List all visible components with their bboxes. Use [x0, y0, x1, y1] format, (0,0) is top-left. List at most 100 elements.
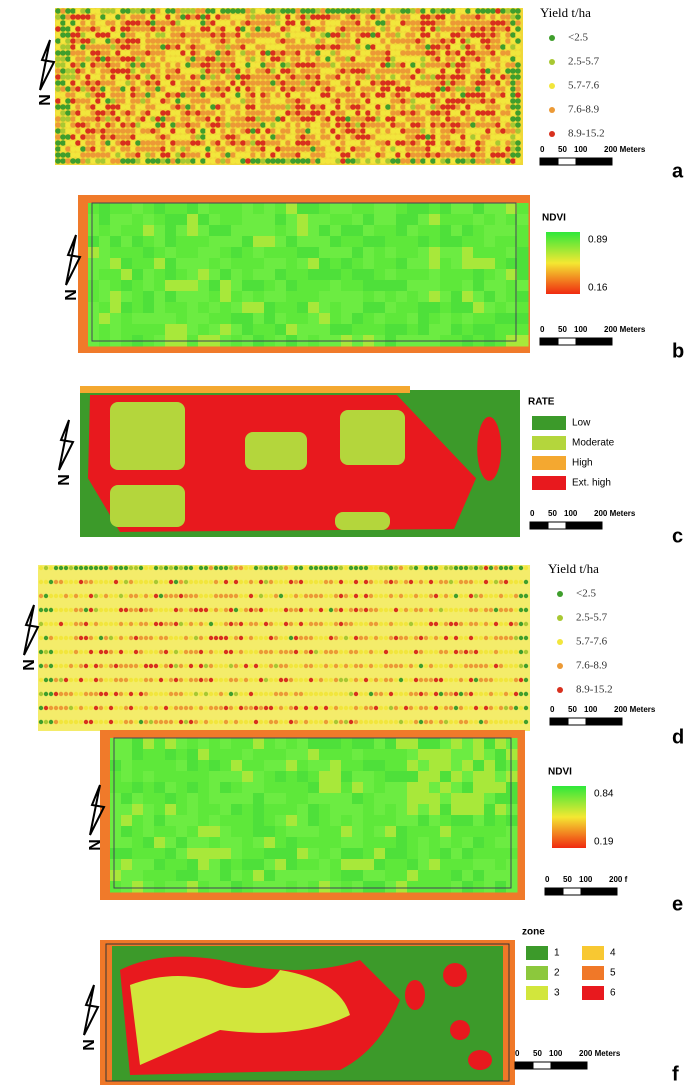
yield-point [395, 74, 401, 80]
yield-point [225, 146, 231, 152]
yield-point [265, 20, 271, 26]
yield-point [439, 692, 443, 696]
yield-point [215, 134, 221, 140]
ndvi-cell [374, 760, 386, 772]
ndvi-cell [451, 870, 463, 882]
ndvi-cell [462, 793, 474, 805]
yield-point [379, 692, 383, 696]
yield-point [444, 678, 448, 682]
yield-point [254, 580, 258, 584]
yield-point [300, 134, 306, 140]
yield-point [385, 62, 391, 68]
ndvi-cell [88, 236, 100, 248]
ndvi-cell [451, 859, 463, 871]
yield-point [514, 692, 518, 696]
ndvi-cell [341, 269, 353, 281]
yield-point [455, 62, 461, 68]
yield-point [415, 146, 421, 152]
yield-point [95, 86, 101, 92]
yield-point [495, 116, 501, 122]
yield-point [145, 38, 151, 44]
yield-point [350, 116, 356, 122]
yield-point [95, 92, 101, 98]
yield-point [340, 128, 346, 134]
yield-point [75, 104, 81, 110]
yield-point [170, 26, 176, 32]
yield-point [475, 86, 481, 92]
yield-point [199, 720, 203, 724]
yield-point [500, 38, 506, 44]
ndvi-cell [451, 302, 463, 314]
yield-point [115, 158, 121, 164]
ndvi-cell [308, 738, 320, 750]
yield-point [310, 140, 316, 146]
yield-point [119, 692, 123, 696]
yield-point [69, 594, 73, 598]
yield-point [349, 594, 353, 598]
yield-point [69, 566, 73, 570]
yield-point [495, 38, 501, 44]
ndvi-cell [242, 793, 254, 805]
yield-point [70, 134, 76, 140]
ndvi-cell [187, 738, 199, 750]
yield-point [510, 74, 516, 80]
yield-point [205, 134, 211, 140]
ndvi-cell [165, 826, 177, 838]
yield-point [435, 152, 441, 158]
yield-point [379, 594, 383, 598]
yield-point [105, 32, 111, 38]
yield-point [64, 706, 68, 710]
yield-point [265, 110, 271, 116]
yield-point [420, 14, 426, 20]
yield-point [120, 56, 126, 62]
ndvi-cell [352, 738, 364, 750]
yield-point [89, 566, 93, 570]
yield-point [170, 152, 176, 158]
yield-point [434, 594, 438, 598]
ndvi-cell [473, 291, 485, 303]
yield-point [240, 158, 246, 164]
yield-point [490, 8, 496, 14]
yield-point [329, 580, 333, 584]
yield-point [409, 678, 413, 682]
yield-point [125, 44, 131, 50]
yield-point [419, 678, 423, 682]
yield-point [240, 44, 246, 50]
yield-point [124, 622, 128, 626]
scale-label: 0 [515, 1049, 520, 1058]
ndvi-cell [396, 870, 408, 882]
yield-point [385, 98, 391, 104]
yield-point [175, 74, 181, 80]
yield-point [425, 8, 431, 14]
yield-point [240, 20, 246, 26]
panel-letter: a [672, 160, 684, 182]
yield-point [165, 104, 171, 110]
yield-point [365, 86, 371, 92]
ndvi-cell [374, 870, 386, 882]
ndvi-cell [396, 749, 408, 761]
yield-point [294, 622, 298, 626]
yield-point [510, 152, 516, 158]
yield-point [360, 62, 366, 68]
scale-segment [604, 718, 622, 725]
yield-point [79, 678, 83, 682]
yield-point [510, 98, 516, 104]
yield-point [44, 608, 48, 612]
ndvi-cell [363, 324, 375, 336]
ndvi-cell [374, 815, 386, 827]
yield-point [504, 566, 508, 570]
legend-label: 6 [610, 988, 616, 999]
yield-point [280, 74, 286, 80]
yield-point [405, 134, 411, 140]
yield-point [115, 68, 121, 74]
yield-point [424, 566, 428, 570]
yield-point [370, 110, 376, 116]
yield-point [335, 152, 341, 158]
yield-point [295, 56, 301, 62]
yield-point [485, 68, 491, 74]
yield-point [284, 664, 288, 668]
ndvi-cell [176, 859, 188, 871]
yield-point [89, 650, 93, 654]
ndvi-cell [231, 302, 243, 314]
ndvi-cell [253, 236, 265, 248]
